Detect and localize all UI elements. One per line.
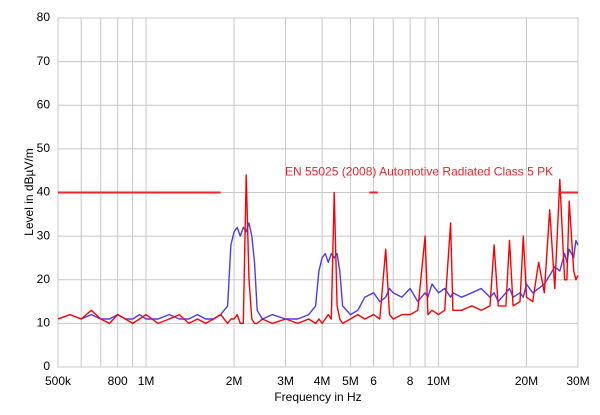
x-tick-label: 4M <box>314 374 331 388</box>
y-tick-label: 10 <box>37 316 51 330</box>
x-tick-label: 8 <box>407 374 414 388</box>
x-tick-label: 30M <box>566 374 589 388</box>
y-tick-label: 70 <box>37 54 51 68</box>
x-tick-label: 20M <box>515 374 538 388</box>
y-tick-label: 50 <box>37 141 51 155</box>
y-tick-label: 80 <box>37 10 51 24</box>
x-tick-label: 6 <box>370 374 377 388</box>
x-tick-label: 500k <box>45 374 72 388</box>
x-tick-label: 10M <box>427 374 450 388</box>
trace <box>57 174 579 325</box>
x-tick-label: 2M <box>226 374 243 388</box>
x-tick-label: 5M <box>342 374 359 388</box>
limit-label: EN 55025 (2008) Automotive Radiated Clas… <box>285 165 553 179</box>
y-axis-label: Level in dBµV/m <box>22 148 36 236</box>
x-tick-label: 3M <box>277 374 294 388</box>
trace <box>57 222 579 320</box>
x-tick-label: 1M <box>138 374 155 388</box>
x-tick-label: 800 <box>108 374 128 388</box>
y-tick-label: 40 <box>37 185 51 199</box>
x-axis-label: Frequency in Hz <box>274 390 361 404</box>
y-tick-label: 30 <box>37 228 51 242</box>
y-tick-label: 0 <box>43 359 50 373</box>
y-tick-label: 20 <box>37 272 51 286</box>
y-tick-label: 60 <box>37 97 51 111</box>
